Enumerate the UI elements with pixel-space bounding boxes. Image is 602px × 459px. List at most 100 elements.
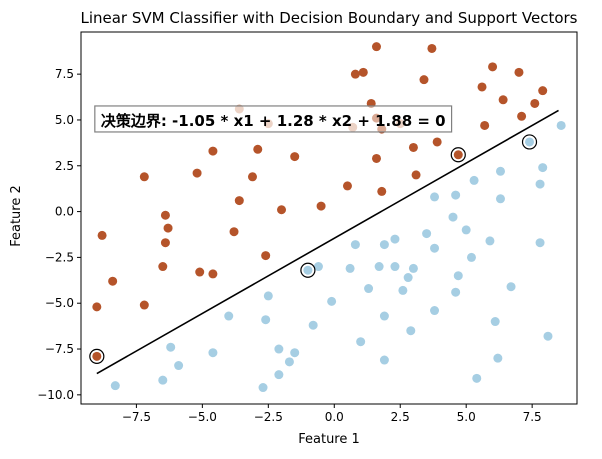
data-point xyxy=(406,326,416,336)
data-point xyxy=(166,342,176,352)
support-vector-ring xyxy=(89,348,105,364)
data-point xyxy=(350,240,360,250)
data-point xyxy=(451,287,461,297)
support-vector-point xyxy=(92,351,102,361)
data-point xyxy=(258,383,268,393)
data-point xyxy=(514,67,524,77)
data-point xyxy=(430,243,440,253)
data-point xyxy=(506,282,516,292)
data-point xyxy=(371,153,381,163)
data-point xyxy=(538,86,548,96)
data-point xyxy=(472,373,482,383)
plot-frame xyxy=(80,31,578,405)
data-point xyxy=(356,337,366,347)
data-point xyxy=(277,205,287,215)
data-point xyxy=(419,75,429,85)
data-point xyxy=(371,42,381,52)
data-point xyxy=(284,357,294,367)
y-tick-label: 0.0 xyxy=(55,205,74,219)
data-point xyxy=(430,306,440,316)
data-point xyxy=(408,263,418,273)
x-axis-label: Feature 1 xyxy=(298,432,360,447)
data-point xyxy=(498,95,508,105)
data-point xyxy=(345,263,355,273)
data-point xyxy=(453,271,463,281)
data-point xyxy=(316,201,326,211)
data-point xyxy=(92,302,102,312)
x-tick-label: −2.5 xyxy=(254,410,283,424)
data-point xyxy=(432,137,442,147)
data-point xyxy=(364,284,374,294)
data-point xyxy=(485,236,495,246)
data-point xyxy=(253,144,263,154)
support-vector-point xyxy=(525,137,535,147)
data-point xyxy=(427,43,437,53)
data-point xyxy=(398,285,408,295)
data-point xyxy=(208,269,218,279)
data-point xyxy=(535,179,545,189)
data-point xyxy=(488,62,498,72)
data-point xyxy=(350,69,360,79)
data-point xyxy=(208,146,218,156)
data-point xyxy=(274,344,284,354)
data-point xyxy=(308,320,318,330)
data-point xyxy=(290,348,300,358)
data-point xyxy=(556,120,566,130)
data-point xyxy=(224,311,234,321)
data-point xyxy=(480,120,490,130)
data-point xyxy=(174,361,184,371)
data-point xyxy=(274,370,284,380)
support-vector-ring xyxy=(300,262,316,278)
data-point xyxy=(543,331,553,341)
data-point xyxy=(313,262,323,272)
data-point xyxy=(535,238,545,248)
annotation-text: 决策边界: -1.05 * x1 + 1.28 * x2 + 1.88 = 0 xyxy=(101,112,446,130)
data-point xyxy=(192,168,202,178)
x-tick-label: 5.0 xyxy=(457,410,476,424)
data-point xyxy=(160,210,170,220)
data-point xyxy=(163,223,173,233)
data-point xyxy=(108,276,118,286)
data-point xyxy=(358,67,368,77)
data-point xyxy=(158,262,168,272)
support-vector-point xyxy=(303,265,313,275)
data-point xyxy=(158,375,168,385)
data-point xyxy=(495,166,505,176)
y-tick-label: 2.5 xyxy=(55,159,74,173)
x-tick-label: −7.5 xyxy=(122,410,151,424)
y-tick-label: 5.0 xyxy=(55,113,74,127)
data-point xyxy=(263,291,273,301)
data-point xyxy=(139,172,149,182)
x-tick-label: −5.0 xyxy=(188,410,217,424)
data-point xyxy=(379,240,389,250)
data-point xyxy=(247,172,257,182)
data-point xyxy=(493,353,503,363)
data-point xyxy=(160,238,170,248)
y-tick-label: −2.5 xyxy=(45,250,74,264)
x-tick-label: 2.5 xyxy=(391,410,410,424)
data-point xyxy=(234,196,244,206)
data-point xyxy=(422,229,432,239)
data-point xyxy=(411,170,421,180)
data-point xyxy=(97,230,107,240)
data-point xyxy=(495,194,505,204)
data-point xyxy=(327,296,337,306)
data-point xyxy=(374,262,384,272)
data-point xyxy=(195,267,205,277)
data-point xyxy=(379,311,389,321)
data-point xyxy=(390,234,400,244)
plot-area: −7.5 −5.0 −2.5 0.0 2.5 5.0 7.5 −10.0 −7.5 −5.0 −2.… xyxy=(37,31,578,424)
data-point xyxy=(430,192,440,202)
data-point xyxy=(110,381,120,391)
support-vector-point xyxy=(453,150,463,160)
chart-title: Linear SVM Classifier with Decision Boun… xyxy=(80,9,577,27)
data-point xyxy=(451,190,461,200)
data-point xyxy=(403,273,413,283)
y-tick-label: −7.5 xyxy=(45,342,74,356)
y-axis-label: Feature 2 xyxy=(9,185,24,247)
support-vector-ring xyxy=(450,147,466,163)
y-tick-label: 7.5 xyxy=(55,67,74,81)
data-point xyxy=(448,212,458,222)
